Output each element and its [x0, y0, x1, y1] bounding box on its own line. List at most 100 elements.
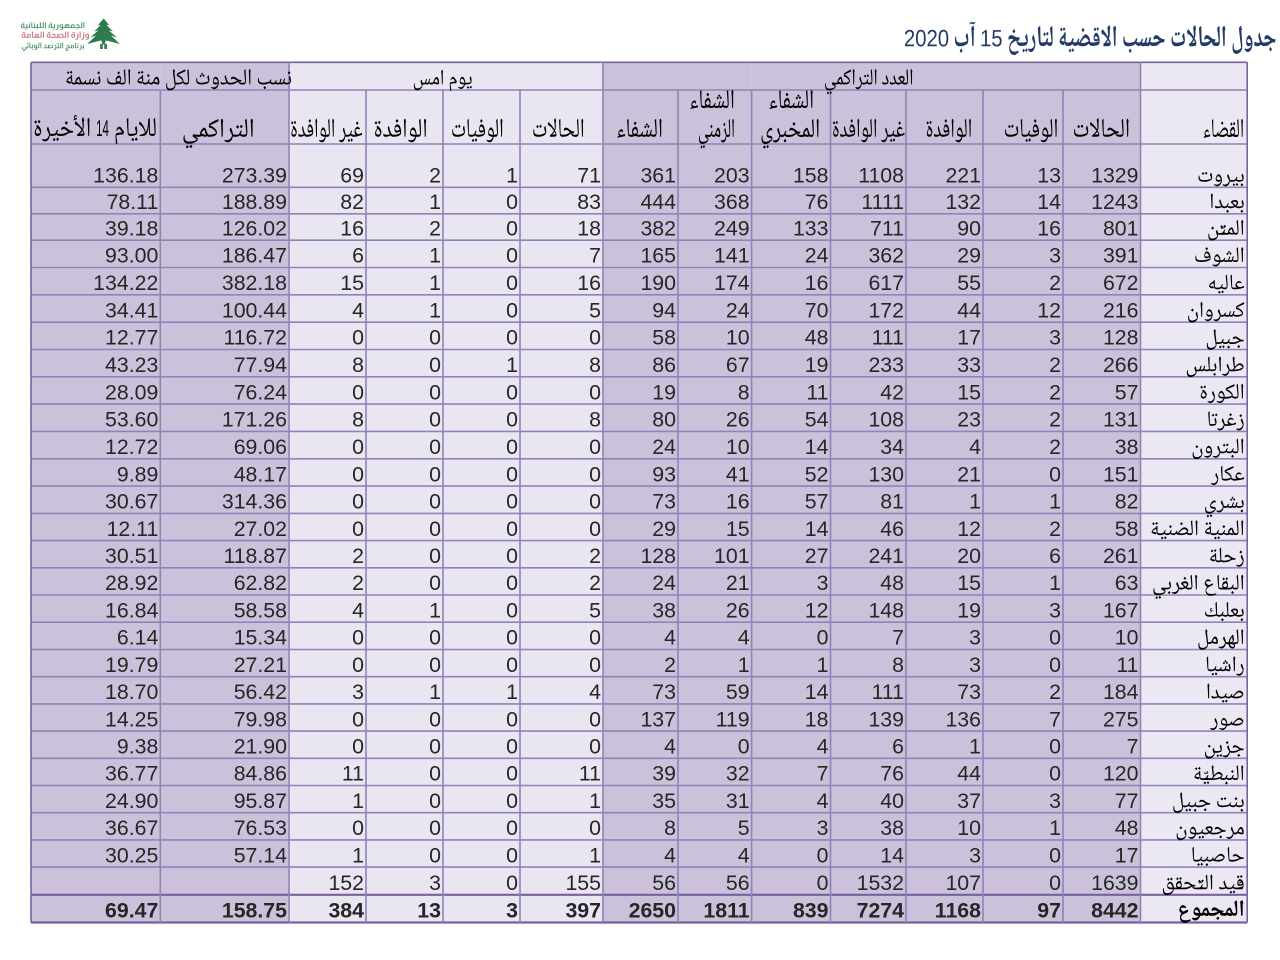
- svg-text:76.53: 76.53: [234, 816, 287, 840]
- svg-text:18: 18: [577, 216, 601, 240]
- svg-text:12: 12: [1037, 298, 1061, 322]
- svg-text:5: 5: [589, 298, 601, 322]
- svg-text:0: 0: [1049, 462, 1061, 486]
- svg-text:1: 1: [506, 680, 518, 704]
- svg-text:38: 38: [652, 598, 676, 622]
- svg-text:108: 108: [868, 408, 904, 432]
- svg-text:0: 0: [429, 462, 441, 486]
- svg-text:2: 2: [352, 571, 364, 595]
- svg-text:35: 35: [652, 789, 676, 813]
- svg-text:1: 1: [817, 653, 829, 677]
- svg-text:18: 18: [805, 707, 829, 731]
- svg-text:6: 6: [352, 244, 364, 268]
- svg-text:0: 0: [506, 789, 518, 813]
- svg-text:11: 11: [806, 380, 828, 404]
- svg-text:29: 29: [652, 517, 676, 541]
- svg-text:2: 2: [429, 164, 441, 188]
- svg-text:2: 2: [1049, 517, 1061, 541]
- svg-text:1639: 1639: [1091, 871, 1138, 895]
- svg-text:216: 216: [1103, 298, 1139, 322]
- svg-text:1: 1: [429, 190, 441, 214]
- svg-text:0: 0: [506, 462, 518, 486]
- svg-text:1111: 1111: [861, 190, 904, 214]
- svg-text:8: 8: [352, 408, 364, 432]
- svg-text:0: 0: [506, 653, 518, 677]
- svg-text:30.67: 30.67: [105, 490, 158, 514]
- svg-text:28.92: 28.92: [105, 571, 158, 595]
- svg-text:0: 0: [352, 326, 364, 350]
- svg-text:6.14: 6.14: [117, 626, 159, 650]
- svg-text:0: 0: [506, 571, 518, 595]
- svg-text:0: 0: [1049, 735, 1061, 759]
- svg-text:133: 133: [793, 216, 829, 240]
- svg-text:139: 139: [868, 707, 904, 731]
- svg-text:29: 29: [957, 244, 981, 268]
- svg-text:0: 0: [429, 353, 441, 377]
- svg-text:119: 119: [716, 707, 750, 731]
- svg-text:249: 249: [714, 216, 750, 240]
- svg-text:69: 69: [340, 164, 364, 188]
- svg-text:7274: 7274: [857, 898, 905, 922]
- svg-text:148: 148: [868, 598, 904, 622]
- svg-text:14: 14: [880, 843, 904, 867]
- svg-text:382.18: 382.18: [222, 271, 287, 295]
- svg-text:2: 2: [1049, 380, 1061, 404]
- svg-text:26: 26: [726, 408, 750, 432]
- svg-text:2: 2: [429, 216, 441, 240]
- svg-text:21.90: 21.90: [234, 735, 287, 759]
- svg-text:128: 128: [1103, 326, 1139, 350]
- svg-text:3: 3: [1049, 326, 1061, 350]
- svg-text:111: 111: [872, 680, 904, 704]
- svg-text:24: 24: [652, 571, 676, 595]
- svg-text:16.84: 16.84: [105, 598, 158, 622]
- svg-text:5: 5: [589, 598, 601, 622]
- svg-text:0: 0: [352, 380, 364, 404]
- svg-text:28.09: 28.09: [105, 380, 158, 404]
- svg-text:2: 2: [589, 544, 601, 568]
- svg-text:118.87: 118.87: [223, 544, 287, 568]
- svg-text:1: 1: [429, 244, 441, 268]
- svg-text:12: 12: [957, 517, 981, 541]
- svg-text:361: 361: [640, 164, 676, 188]
- svg-text:6: 6: [1049, 544, 1061, 568]
- svg-text:3: 3: [506, 898, 518, 922]
- svg-text:9.38: 9.38: [117, 735, 158, 759]
- svg-text:24: 24: [652, 435, 676, 459]
- svg-text:67: 67: [726, 353, 750, 377]
- svg-text:391: 391: [1103, 244, 1139, 268]
- svg-text:174: 174: [714, 271, 750, 295]
- svg-text:10: 10: [726, 435, 750, 459]
- svg-text:10: 10: [957, 816, 981, 840]
- svg-text:0: 0: [589, 626, 601, 650]
- svg-text:0: 0: [352, 462, 364, 486]
- svg-text:2: 2: [664, 653, 676, 677]
- svg-text:70: 70: [805, 298, 829, 322]
- svg-text:4: 4: [664, 843, 676, 867]
- svg-text:132: 132: [945, 190, 981, 214]
- svg-text:0: 0: [506, 244, 518, 268]
- svg-text:40: 40: [880, 789, 904, 813]
- svg-text:4: 4: [664, 735, 676, 759]
- svg-text:8: 8: [589, 353, 601, 377]
- svg-text:11: 11: [579, 762, 601, 786]
- svg-text:19: 19: [957, 598, 981, 622]
- svg-text:38: 38: [880, 816, 904, 840]
- svg-text:5: 5: [738, 816, 750, 840]
- svg-text:8442: 8442: [1091, 898, 1138, 922]
- svg-text:839: 839: [793, 898, 829, 922]
- svg-text:4: 4: [738, 843, 750, 867]
- svg-text:15: 15: [726, 517, 750, 541]
- svg-text:73: 73: [957, 680, 981, 704]
- svg-text:0: 0: [589, 326, 601, 350]
- svg-text:0: 0: [352, 490, 364, 514]
- svg-text:48.17: 48.17: [234, 462, 287, 486]
- svg-text:233: 233: [868, 353, 904, 377]
- svg-text:4: 4: [352, 298, 364, 322]
- svg-text:3: 3: [1049, 789, 1061, 813]
- svg-text:80: 80: [652, 408, 676, 432]
- svg-text:16: 16: [805, 271, 829, 295]
- svg-text:56: 56: [726, 871, 750, 895]
- svg-text:7: 7: [1127, 735, 1139, 759]
- svg-text:2: 2: [1049, 408, 1061, 432]
- svg-text:19: 19: [652, 380, 676, 404]
